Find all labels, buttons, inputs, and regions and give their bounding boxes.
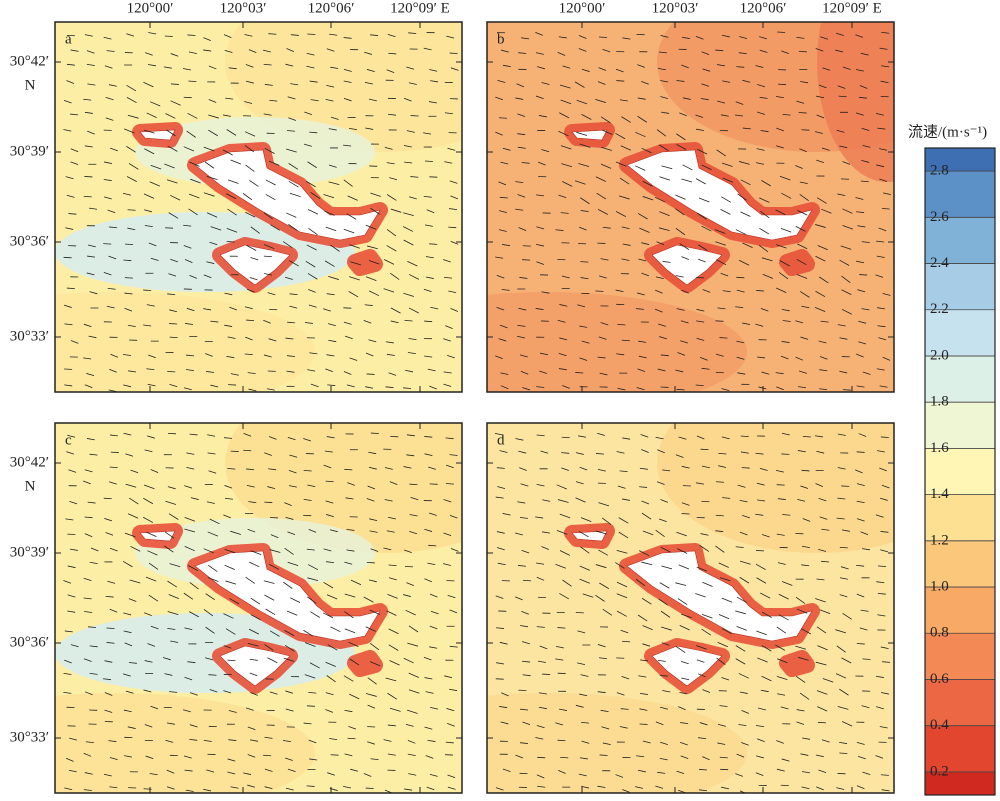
x-axis-label: 120°03′ [652, 0, 699, 16]
y-axis-label: 30°33′ [10, 729, 49, 745]
flow-vector [676, 389, 684, 390]
colorbar-tick-label: 1.2 [930, 532, 949, 548]
flow-vector [107, 628, 115, 629]
x-axis-label: 120°00′ [127, 0, 174, 16]
flow-vector [209, 675, 217, 676]
flow-vector [840, 547, 848, 548]
colorbar-tick-label: 2.6 [930, 209, 949, 225]
y-axis-label: 30°42′ [10, 53, 49, 69]
panel-label: a [65, 31, 72, 47]
flow-vector [84, 176, 92, 177]
flow-vector [187, 35, 195, 36]
x-axis-label: 120°09′ E [822, 0, 882, 16]
panel-label: d [497, 432, 505, 448]
flow-vector [518, 690, 526, 691]
flow-vector [622, 340, 630, 341]
flow-vector [560, 757, 568, 758]
flow-vector [170, 337, 178, 338]
low-speed-zone [787, 658, 807, 669]
flow-vector [344, 469, 352, 470]
flow-vector [67, 288, 75, 289]
y-axis-unit: N [25, 77, 36, 93]
y-axis-label: 30°39′ [10, 544, 49, 560]
flow-vector [243, 450, 251, 451]
flow-vector [326, 481, 334, 482]
low-speed-zone [787, 257, 807, 268]
flow-vector [719, 338, 727, 339]
map-panel: c [0, 373, 545, 796]
flow-vector [599, 37, 607, 38]
flow-vector [882, 209, 890, 210]
flow-vector [859, 275, 867, 276]
flow-vector [348, 738, 356, 739]
y-axis-label: 30°36′ [10, 233, 49, 249]
flow-vector [367, 562, 375, 563]
y-axis-unit: N [25, 478, 36, 494]
flow-vector [701, 501, 709, 502]
low-speed-zone [355, 658, 375, 669]
x-axis-label: 120°03′ [220, 0, 267, 16]
colorbar-tick-label: 0.4 [930, 717, 949, 733]
flow-vector [736, 277, 744, 278]
flow-vector [165, 36, 173, 37]
x-axis-label: 120°09′ E [390, 0, 450, 16]
colorbar-title: 流速/(m·s⁻¹) [908, 123, 987, 140]
colorbar-tick-label: 2.0 [930, 347, 949, 363]
colorbar-tick-label: 1.4 [930, 486, 949, 502]
flow-vector [818, 722, 826, 723]
flow-vector [104, 498, 112, 499]
y-axis-label: 30°42′ [10, 454, 49, 470]
x-axis-label: 120°06′ [308, 0, 355, 16]
panel-label: b [497, 31, 505, 47]
y-axis-label: 30°36′ [10, 634, 49, 650]
low-speed-zone [355, 257, 375, 268]
flow-vector [881, 437, 889, 438]
colorbar-tick-label: 1.8 [930, 394, 949, 410]
colorbar-tick-label: 1.0 [930, 578, 949, 594]
flow-vector [557, 628, 565, 629]
colorbar-tick-label: 1.6 [930, 440, 949, 456]
map-content [0, 373, 545, 796]
colorbar-tick-label: 2.8 [930, 163, 949, 179]
y-axis-label: 30°39′ [10, 143, 49, 159]
flow-vector [268, 34, 276, 35]
flow-vector [716, 321, 724, 322]
colorbar-tick-label: 2.4 [930, 255, 949, 271]
map-panel: a [0, 0, 545, 412]
x-axis-label: 120°06′ [740, 0, 787, 16]
panel-label: c [65, 432, 72, 448]
flow-vector [799, 113, 807, 114]
flow-vector [307, 786, 315, 787]
flow-vector [84, 196, 92, 197]
flow-vector [716, 515, 724, 516]
map-content [0, 0, 545, 412]
flow-vector [843, 390, 851, 391]
colorbar-tick-label: 2.2 [930, 301, 949, 317]
flow-vector [264, 256, 272, 257]
flow-vector [777, 32, 785, 33]
x-axis-label: 120°00′ [559, 0, 606, 16]
colorbar-tick-label: 0.6 [930, 671, 949, 687]
y-axis-label: 30°33′ [10, 328, 49, 344]
colorbar-tick-label: 0.2 [930, 763, 949, 779]
flow-vector [428, 545, 436, 546]
colorbar-tick-label: 0.8 [930, 625, 949, 641]
